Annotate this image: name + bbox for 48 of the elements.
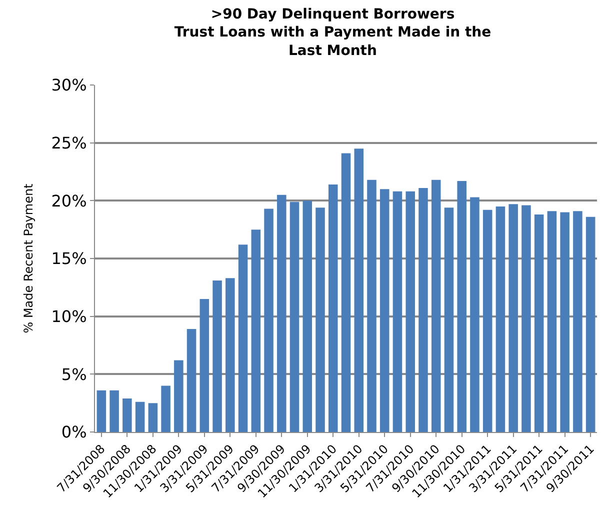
bar <box>328 184 338 432</box>
bar <box>547 211 557 432</box>
bar <box>277 194 286 432</box>
bar <box>135 402 145 432</box>
y-tick-label: 0% <box>61 422 87 442</box>
bar <box>290 202 300 432</box>
bar <box>457 181 466 432</box>
y-tick-label: 25% <box>51 133 87 152</box>
bar <box>226 278 235 432</box>
bar <box>482 210 492 432</box>
bar <box>186 329 196 432</box>
bar <box>110 390 119 432</box>
y-tick-label: 5% <box>61 364 87 384</box>
bar <box>573 211 582 432</box>
bar <box>392 191 402 432</box>
bar <box>586 216 596 432</box>
chart-title: >90 Day Delinquent Borrowers Trust Loans with a Payment Made in the Last Month <box>174 6 492 59</box>
y-tick-label: 20% <box>51 191 87 210</box>
y-axis-title: % Made Recent Payment <box>22 183 36 334</box>
bar <box>148 403 158 432</box>
bar <box>380 189 390 432</box>
bar <box>496 206 506 432</box>
bar <box>522 205 531 432</box>
bar <box>508 204 518 432</box>
bar <box>444 208 454 432</box>
bar <box>264 208 274 432</box>
bar <box>406 191 415 432</box>
bar <box>96 390 106 432</box>
bar <box>302 200 312 432</box>
bar <box>560 212 570 432</box>
bar <box>418 188 428 432</box>
bar <box>354 148 364 432</box>
y-tick-label: 15% <box>51 249 87 268</box>
bar <box>470 197 480 432</box>
bar <box>316 208 325 432</box>
bar <box>174 360 184 432</box>
bar <box>238 244 248 432</box>
y-tick-label: 30% <box>51 76 87 95</box>
bar <box>534 214 544 432</box>
bar <box>251 230 261 432</box>
bar <box>367 180 376 432</box>
y-tick-label: 10% <box>51 306 87 326</box>
bar <box>161 386 170 432</box>
bar <box>431 180 441 432</box>
bar <box>200 298 210 432</box>
bar <box>212 280 222 432</box>
bar <box>122 398 132 432</box>
bar <box>341 153 351 432</box>
